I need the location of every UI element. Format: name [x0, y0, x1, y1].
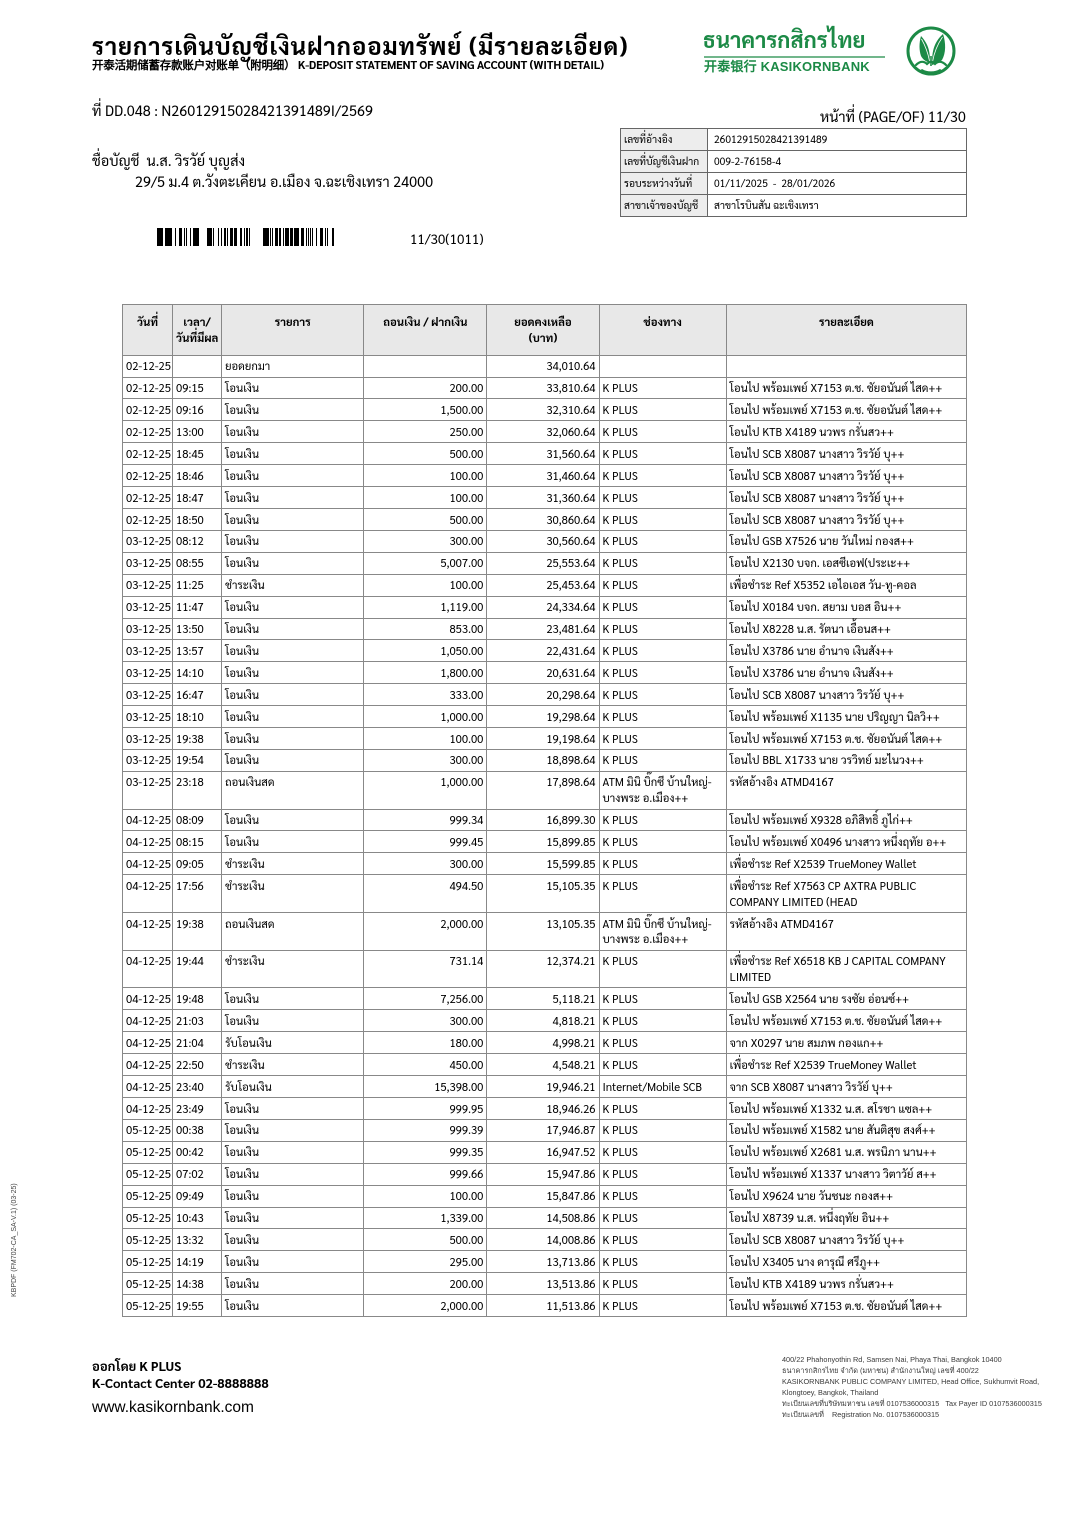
- svg-text:开泰银行 KASIKORNBANK: 开泰银行 KASIKORNBANK: [704, 59, 870, 74]
- svg-text:ธนาคารกสิกรไทย: ธนาคารกสิกรไทย: [703, 26, 865, 54]
